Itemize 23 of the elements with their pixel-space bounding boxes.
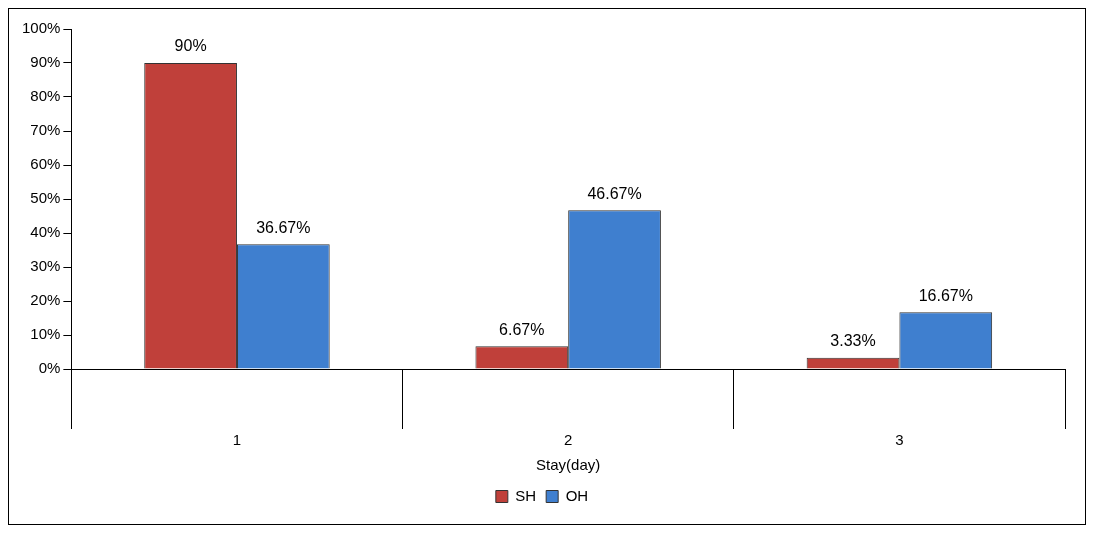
y-tick-label: 50% (30, 189, 61, 207)
legend-label: SH (515, 486, 537, 504)
y-tick-label: 80% (30, 87, 61, 105)
y-tick-label: 40% (30, 223, 61, 241)
y-tick-label: 100% (21, 19, 61, 37)
y-tick-label: 60% (30, 155, 61, 173)
x-tick-label: 3 (895, 431, 904, 449)
y-tick-label: 90% (30, 53, 61, 71)
data-label: 90% (174, 37, 207, 55)
data-label: 16.67% (918, 286, 973, 304)
y-tick-label: 20% (30, 291, 61, 309)
x-axis-title: Stay(day) (536, 456, 601, 474)
legend-label: OH (565, 486, 589, 504)
data-label: 6.67% (499, 320, 545, 338)
y-tick-label: 70% (30, 121, 61, 139)
data-label: 36.67% (256, 218, 311, 236)
x-tick-label: 1 (232, 431, 242, 449)
y-tick-label: 10% (30, 325, 61, 343)
y-tick-label: 0% (38, 359, 61, 377)
data-label: 46.67% (587, 184, 642, 202)
data-label: 3.33% (830, 332, 876, 350)
x-tick-label: 2 (564, 431, 573, 449)
y-tick-label: 30% (30, 257, 61, 275)
